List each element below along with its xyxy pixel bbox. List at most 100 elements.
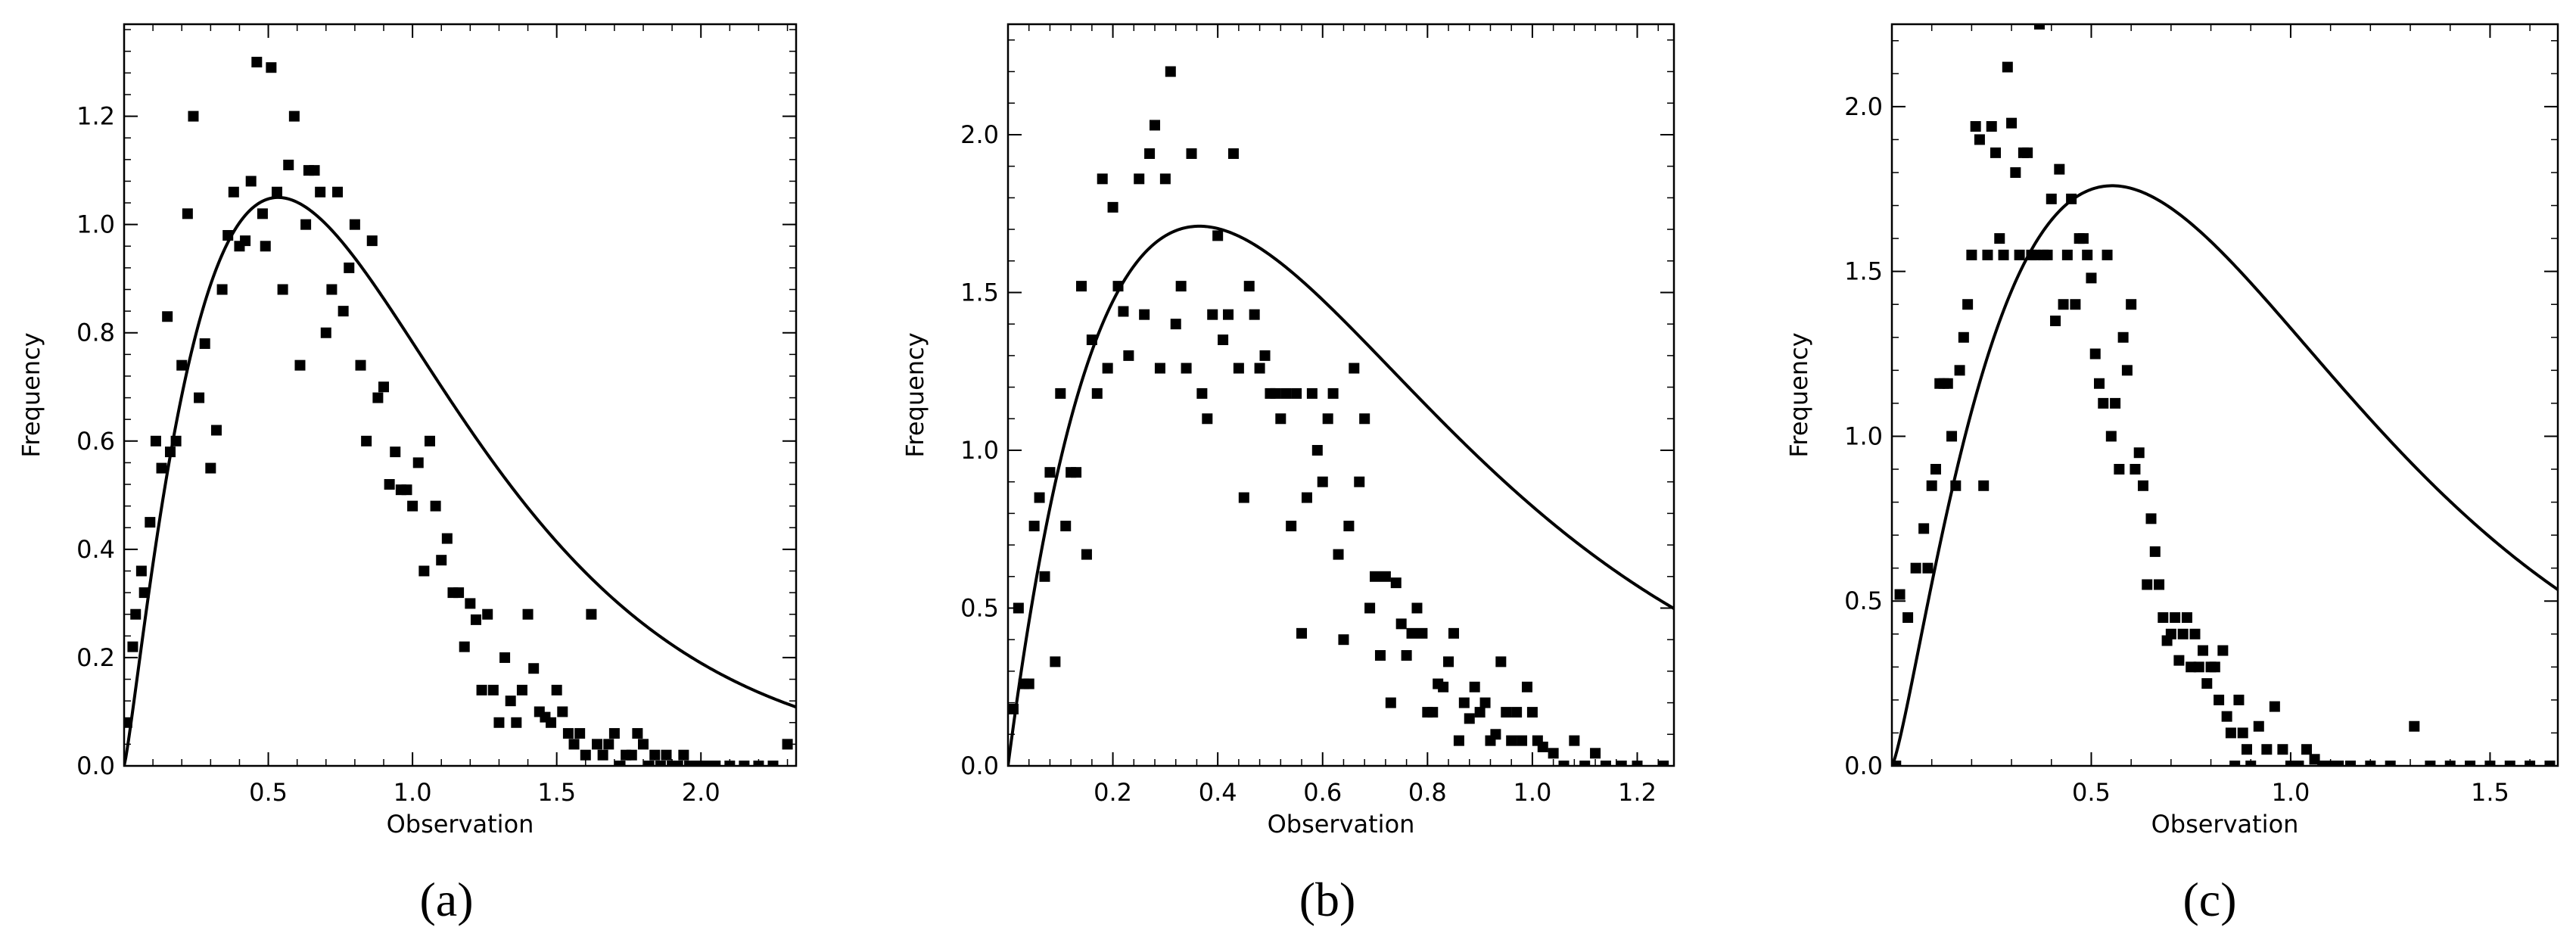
data-point (1118, 306, 1129, 317)
data-point (1322, 413, 1333, 425)
data-point (1994, 233, 2005, 244)
data-point (2409, 720, 2420, 732)
data-point (580, 749, 591, 761)
data-point (710, 761, 721, 766)
data-point (2110, 397, 2121, 409)
data-point (2544, 761, 2556, 766)
data-point (145, 517, 156, 528)
data-point (260, 241, 271, 252)
data-point (574, 728, 586, 739)
data-point (182, 208, 193, 219)
data-point (1238, 492, 1249, 503)
data-point (1354, 476, 1365, 487)
y-axis-label: Frequency (1784, 332, 1813, 457)
data-point (2225, 727, 2236, 739)
data-point (138, 587, 150, 599)
data-point (1902, 612, 1914, 623)
data-point (1479, 697, 1491, 708)
data-point (1417, 627, 1428, 639)
data-point (1227, 148, 1239, 159)
data-point (2201, 678, 2213, 689)
data-point (283, 159, 294, 170)
x-tick-labels: 0.2 0.4 0.6 0.8 1.0 1.2 (1094, 778, 1657, 807)
data-point (390, 447, 401, 458)
y-tick-label: 0.0 (1844, 752, 1883, 780)
data-point (1212, 230, 1224, 241)
data-point (320, 327, 331, 338)
data-point (2425, 761, 2436, 766)
data-point (546, 717, 557, 728)
y-tick-label: 1.0 (1844, 422, 1883, 450)
data-point (1962, 299, 1974, 310)
panel-caption: (c) (2182, 873, 2236, 926)
data-point (222, 229, 234, 241)
data-point (2102, 249, 2113, 260)
x-tick-labels: 0.5 1.0 1.5 2.0 (249, 778, 720, 807)
x-tick-label: 0.8 (1408, 778, 1447, 807)
data-point (1946, 431, 1958, 442)
data-point (1526, 707, 1538, 718)
data-point (1411, 602, 1423, 614)
data-point (1438, 681, 1449, 692)
data-point (1139, 309, 1150, 320)
data-point (1958, 331, 1969, 343)
data-point (1616, 761, 1627, 766)
data-point (315, 186, 326, 198)
data-point (1280, 387, 1292, 399)
data-point (2054, 163, 2065, 175)
data-point (441, 533, 453, 544)
data-point (2245, 761, 2257, 766)
data-point (2229, 761, 2241, 766)
data-point (1982, 249, 1993, 260)
data-point (240, 235, 251, 247)
data-point (2094, 378, 2105, 389)
data-point (689, 761, 701, 766)
data-point (2285, 761, 2296, 766)
data-point (626, 749, 637, 761)
data-point (1579, 761, 1591, 766)
data-point (332, 186, 344, 198)
data-point (505, 695, 516, 707)
data-point (1469, 681, 1480, 692)
data-point (210, 425, 222, 436)
data-point (1380, 571, 1391, 582)
data-point (2030, 249, 2041, 260)
data-point (1154, 363, 1165, 374)
data-point (2237, 727, 2248, 739)
data-point (1364, 602, 1376, 614)
data-point (724, 761, 736, 766)
data-point (1464, 713, 1475, 724)
data-point (1333, 549, 1344, 560)
data-point (2061, 249, 2073, 260)
data-point (412, 457, 424, 468)
data-point (2301, 744, 2313, 755)
data-point (1249, 309, 1260, 320)
data-point (2189, 628, 2201, 639)
data-point (683, 761, 695, 766)
data-point (2525, 761, 2536, 766)
data-point (2066, 193, 2077, 204)
data-point (2014, 249, 2025, 260)
panel-a: 0.5 1.0 1.5 2.0 0.0 0.2 0.4 0.6 0.8 1.0 1.2 Obser… (17, 23, 798, 926)
data-point (130, 608, 142, 620)
data-point (1974, 134, 1985, 145)
y-tick-labels: 0.0 0.5 1.0 1.5 2.0 (960, 120, 999, 780)
fit-curve-layer (1892, 184, 2558, 766)
data-point (1658, 761, 1669, 766)
data-point (1453, 735, 1464, 746)
data-point (2504, 761, 2515, 766)
data-point (1894, 589, 1906, 600)
data-point (568, 739, 580, 750)
data-point (300, 219, 312, 230)
data-point (2002, 61, 2013, 73)
data-point (516, 684, 527, 695)
data-point (170, 435, 182, 447)
data-point (1039, 571, 1050, 582)
data-point (245, 176, 257, 187)
x-tick-label: 1.5 (2471, 778, 2509, 807)
y-tick-label: 1.5 (960, 278, 999, 307)
x-tick-labels: 0.5 1.0 1.5 (2072, 778, 2509, 807)
data-point (401, 484, 412, 496)
data-point (1942, 378, 1953, 389)
